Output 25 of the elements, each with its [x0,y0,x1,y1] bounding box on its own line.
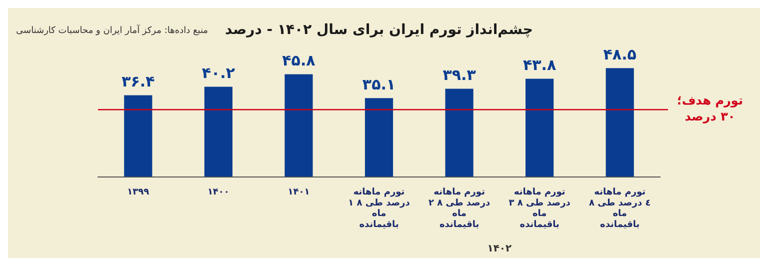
bar [364,98,394,177]
x-tick-label: تورم ماهانه ۳ درصد طی ۸ ماه باقیمانده [508,188,571,230]
bar [204,86,232,177]
data-label: ۴۰.۲ [202,64,236,82]
x-tick-label: ۱۴۰۰ [207,188,230,198]
x-tick-label: تورم ماهانه ۱ درصد طی ۸ ماه باقیمانده [348,188,410,230]
bar [124,95,152,177]
chart-title: چشم‌انداز تورم ایران برای سال ۱۴۰۲ - درصد [225,22,533,38]
bar [445,88,474,177]
x-tick-label: تورم ماهانه ٤ درصد طی ۸ ماه باقیمانده [589,188,651,230]
text: ۱۴۰۲ [487,244,512,255]
x-tick-label: تورم ماهانه ۲ درصد طی ۸ ماه باقیمانده [428,188,491,230]
data-label: ۴۵.۸ [282,52,316,70]
data-label: ۳۶.۴ [122,72,155,91]
bar [526,78,554,177]
ref-line-label: تورم هدف؛ ۳۰ درصد [677,94,743,124]
bar [606,68,634,177]
bar [284,74,313,177]
data-label: ۳۵.۱ [362,76,396,94]
text: منبع داده‌ها: مرکز آمار ایران و محاسبات کارشناسی [16,24,208,36]
x-tick-label: ۱۴۰۱ [288,188,310,198]
data-label: ۴۸.۵ [603,46,636,64]
x-tick-label: ۱۳۹۹ [127,188,150,198]
data-label: ۳۹.۳ [442,66,476,84]
data-label: ۴۳.۸ [522,56,556,74]
